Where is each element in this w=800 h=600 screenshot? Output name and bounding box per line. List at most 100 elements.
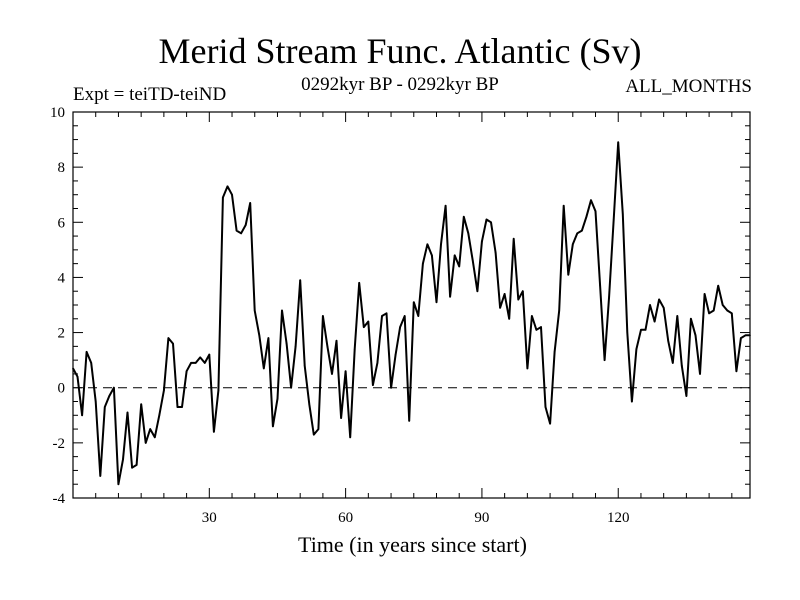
data-point [472, 260, 474, 262]
data-point [235, 229, 238, 232]
data-point [353, 348, 356, 350]
y-tick-label: 10 [50, 105, 65, 121]
data-point [671, 362, 674, 364]
data-point [294, 345, 297, 348]
data-point [676, 315, 679, 317]
data-point [313, 433, 315, 436]
data-point [458, 265, 461, 268]
data-point [117, 483, 120, 486]
data-point [394, 353, 397, 356]
data-point [381, 315, 383, 317]
data-point [412, 301, 415, 304]
y-tick-label: 6 [58, 215, 66, 231]
data-point [372, 384, 374, 386]
data-point [444, 204, 447, 207]
data-point [517, 298, 520, 301]
data-point [403, 315, 406, 317]
data-point [99, 475, 102, 477]
data-point [158, 414, 161, 417]
data-point [549, 422, 551, 425]
data-point [104, 406, 106, 408]
data-point [417, 315, 420, 317]
data-point [194, 362, 197, 364]
data-point [149, 428, 152, 430]
data-point [340, 417, 342, 419]
data-point [213, 431, 215, 433]
data-point [612, 218, 615, 221]
data-point [399, 326, 401, 328]
data-point [590, 199, 592, 202]
data-point [181, 406, 183, 408]
data-point [453, 254, 456, 257]
data-point [285, 342, 288, 345]
data-point [667, 340, 670, 342]
axis-tick-labels: 30 60 90 120 -4 -2 0 2 4 6 8 10 [50, 105, 629, 526]
data-point [467, 232, 470, 235]
data-point [503, 293, 506, 295]
data-point [431, 254, 433, 257]
data-point [222, 196, 224, 199]
y-tick-label: -4 [53, 491, 66, 507]
data-point [581, 229, 583, 232]
x-axis-label: Time (in years since start) [298, 532, 527, 557]
data-point [599, 284, 601, 287]
data-point [422, 262, 424, 265]
data-point [694, 334, 697, 337]
data-point [244, 224, 247, 226]
data-point [349, 436, 351, 439]
data-point [358, 282, 361, 284]
data-point [662, 306, 665, 309]
data-point [740, 337, 742, 339]
axis-ticks [73, 111, 750, 499]
data-point [122, 458, 124, 461]
data-point [276, 397, 279, 400]
data-point [462, 215, 465, 218]
data-point [685, 395, 688, 397]
data-point [272, 425, 274, 428]
period-label: ALL_MONTHS [625, 76, 752, 97]
data-point [481, 240, 483, 243]
data-point [167, 337, 170, 339]
data-point [126, 411, 129, 414]
data-point [649, 304, 651, 306]
data-point [317, 428, 320, 430]
data-point [553, 351, 556, 353]
data-point [522, 290, 524, 293]
data-point [217, 389, 220, 392]
data-point [113, 386, 115, 389]
data-point [449, 295, 451, 298]
data-point [494, 251, 497, 254]
data-point [571, 243, 574, 246]
y-tick-label: 8 [58, 160, 66, 176]
data-point [326, 345, 329, 348]
data-point [76, 375, 79, 378]
data-point [199, 356, 202, 359]
data-point [440, 243, 442, 246]
data-point [544, 406, 547, 408]
data-point [240, 232, 242, 235]
data-point [153, 436, 156, 439]
data-point [626, 331, 629, 334]
data-point [108, 395, 111, 397]
y-tick-label: 4 [58, 270, 66, 286]
data-point [508, 317, 510, 320]
data-point [621, 213, 624, 215]
y-tick-label: 0 [58, 381, 66, 397]
data-point [644, 329, 647, 331]
chart-title: Merid Stream Func. Atlantic (Sv) [158, 31, 642, 71]
data-point [81, 414, 83, 417]
data-point [653, 320, 656, 323]
data-point [267, 337, 270, 339]
data-point [735, 370, 738, 372]
data-point [699, 373, 701, 375]
data-point [435, 301, 438, 304]
data-point [708, 312, 710, 315]
data-point [703, 293, 706, 295]
data-point [258, 334, 261, 337]
data-point [712, 309, 715, 312]
data-point [567, 273, 570, 276]
data-point [640, 329, 642, 331]
data-point [562, 204, 565, 207]
data-point [249, 202, 252, 204]
